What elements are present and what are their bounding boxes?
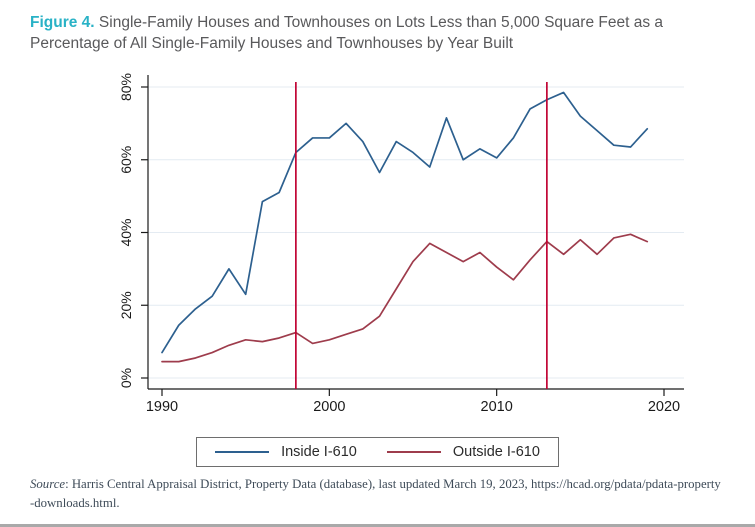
source-note: Source: Harris Central Appraisal Distric… (30, 475, 742, 513)
inside-i610-line-swatch (215, 451, 270, 453)
chart-canvas: 0% 20% 40% 60% 80% 1990 2000 2010 2020 (118, 73, 684, 415)
series-line-inside-i-610 (161, 91, 649, 354)
outside-i610-line-swatch (386, 451, 441, 453)
figure-title: Figure 4. Single-Family Houses and Townh… (30, 12, 730, 54)
y-tick-label-40: 40% (118, 218, 134, 246)
x-tick-label-2020: 2020 (648, 399, 680, 415)
x-tick-label-2000: 2000 (313, 399, 345, 415)
legend-item-outside-i610: Outside I-610 (386, 444, 540, 460)
legend-label-outside-i610: Outside I-610 (452, 444, 540, 460)
legend-item-inside-i610: Inside I-610 (215, 444, 357, 460)
figure-title-line1: Single-Family Houses and Townhouses on L… (94, 14, 664, 31)
page-bottom-border (0, 524, 755, 527)
y-tick-label-60: 60% (118, 146, 134, 174)
source-line2: -downloads.html. (30, 496, 120, 510)
legend-label-inside-i610: Inside I-610 (281, 444, 357, 460)
legend-row: Inside I-610 Outside I-610 (0, 437, 755, 467)
source-line1: : Harris Central Appraisal District, Pro… (65, 477, 721, 491)
legend-box: Inside I-610 Outside I-610 (196, 437, 559, 467)
y-tick-label-0: 0% (118, 368, 134, 388)
source-word: Source (30, 477, 66, 491)
y-tick-label-80: 80% (118, 73, 134, 101)
figure-number-label: Figure 4. (30, 14, 95, 31)
figure-title-line2: Percentage of All Single-Family Houses a… (30, 35, 514, 52)
x-tick-label-1990: 1990 (146, 399, 178, 415)
y-tick-label-20: 20% (118, 291, 134, 319)
series-line-outside-i-610 (161, 233, 649, 363)
x-tick-label-2010: 2010 (481, 399, 513, 415)
